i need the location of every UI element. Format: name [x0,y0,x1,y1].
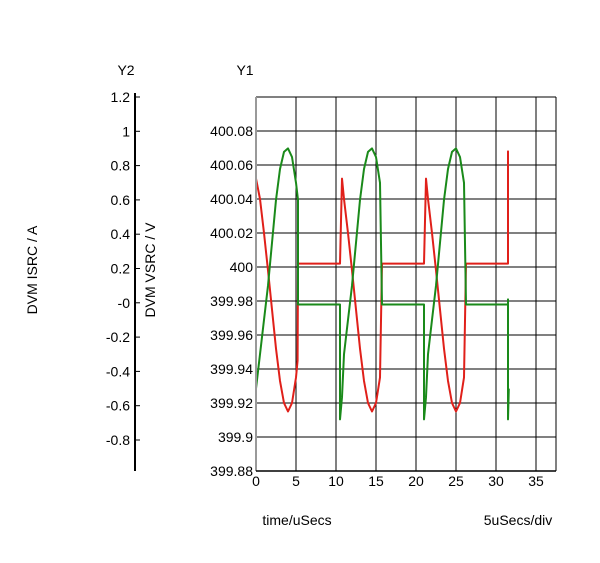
y1-tick-label: 400.04 [210,191,253,207]
y1-tick-label: 400.02 [210,225,253,241]
y1-axis-label: DVM VSRC / V [142,222,158,318]
x-division-label: 5uSecs/div [484,512,552,528]
y2-axis-label: DVM ISRC / A [24,225,40,314]
x-axis-label: time/uSecs [262,512,331,528]
y2-tick-label: 0.6 [111,192,131,208]
y2-tick-label: 0.8 [111,158,131,174]
series-vsrc-line [255,150,509,413]
x-tick-label: 20 [408,473,424,489]
x-tick-label: 0 [252,473,260,489]
x-tick-label: 35 [528,473,544,489]
y2-tick-label: -0.2 [106,329,130,345]
y1-tick-label: 399.94 [210,361,253,377]
series-isrc-line [255,147,510,421]
y2-tick-label: -0.4 [106,363,130,379]
y2-tick-label: -0.6 [106,398,130,414]
x-tick-label: 5 [292,473,300,489]
series-layer [255,147,510,421]
y2-title: Y2 [117,62,134,78]
grid [256,96,557,471]
y1-tick-label: 399.88 [210,463,253,479]
x-tick-label: 25 [448,473,464,489]
y1-tick-label: 400.08 [210,123,253,139]
y2-tick-label: 1 [122,123,130,139]
y1-tick-label: 399.96 [210,327,253,343]
y1-tick-label: 399.9 [218,429,253,445]
y1-title: Y1 [236,62,253,78]
y1-tick-label: 400 [230,259,254,275]
axes: 399.88 399.9 399.92 399.94 399.96 399.98 400 40… [106,89,556,489]
y2-tick-label: -0 [118,295,131,311]
y2-tick-label: 0.2 [111,261,131,277]
y1-tick-label: 399.92 [210,395,253,411]
y1-tick-label: 400.06 [210,157,253,173]
x-tick-label: 30 [488,473,504,489]
y1-tick-label: 399.98 [210,293,253,309]
y2-tick-label: -0.8 [106,432,130,448]
x-tick-label: 15 [368,473,384,489]
y2-tick-label: 0.4 [111,226,131,242]
x-tick-label: 10 [328,473,344,489]
y2-tick-label: 1.2 [111,89,131,105]
